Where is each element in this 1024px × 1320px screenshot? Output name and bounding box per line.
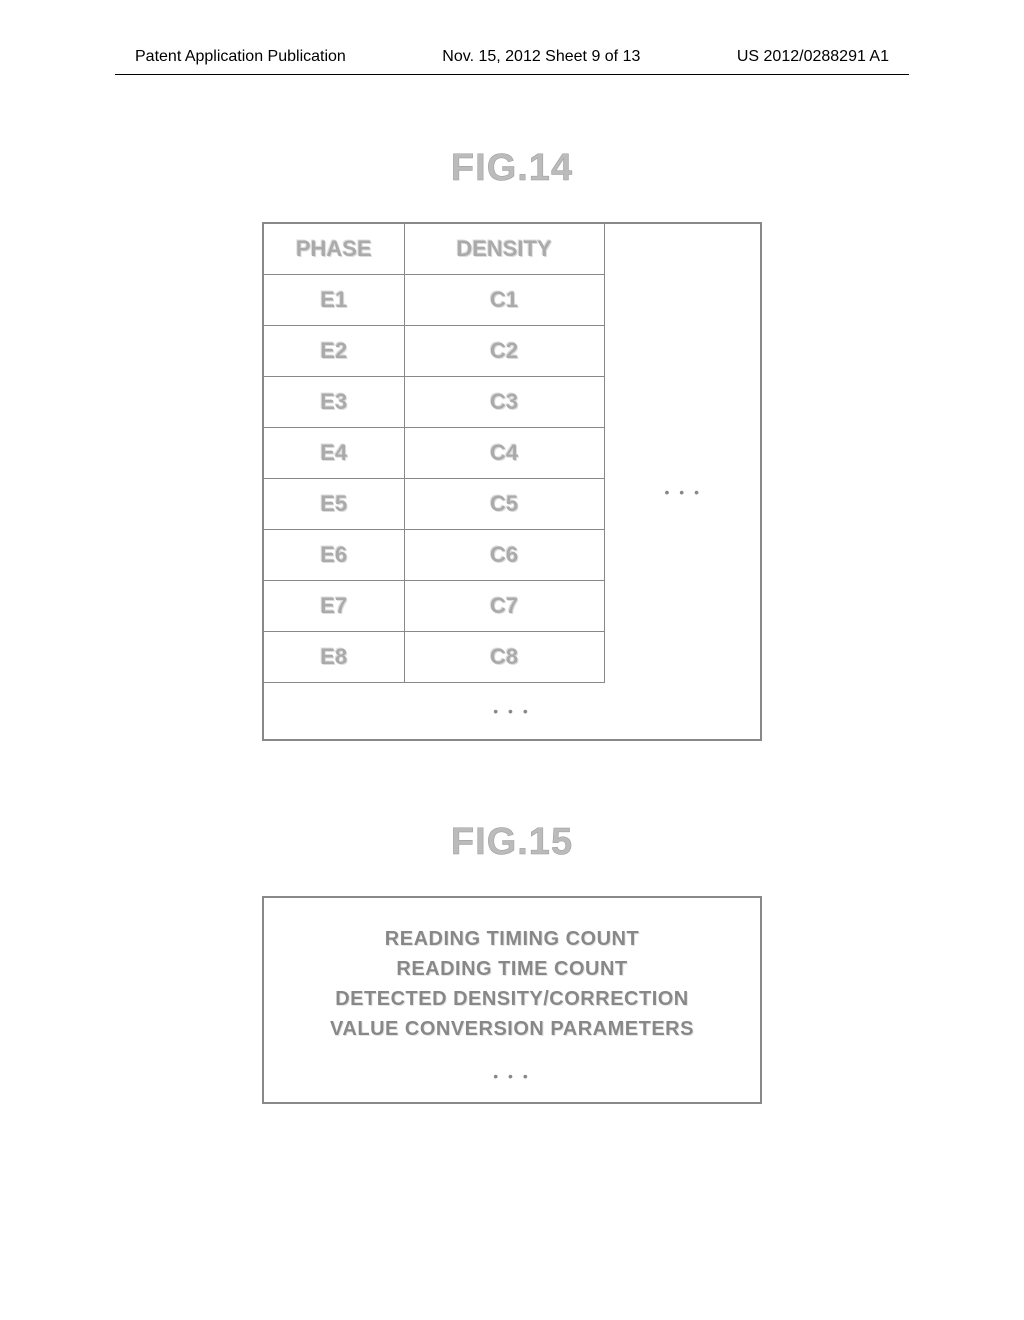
cell-density: C7 [404,581,604,632]
table-row: E2 C2 [264,326,604,377]
cell-density: C5 [404,479,604,530]
fig14-ellipsis-right: • • • [665,484,702,500]
table-row: E1 C1 [264,275,604,326]
cell-phase: E7 [264,581,404,632]
table-row: E6 C6 [264,530,604,581]
fig15-line-2: READING TIME COUNT [282,954,742,984]
header-center: Nov. 15, 2012 Sheet 9 of 13 [442,48,640,66]
fig14-title: FIG.14 [0,147,1024,190]
cell-phase: E1 [264,275,404,326]
col-density: DENSITY [404,224,604,275]
cell-phase: E4 [264,428,404,479]
col-phase: PHASE [264,224,404,275]
cell-density: C2 [404,326,604,377]
fig15-ellipsis: • • • [282,1068,742,1084]
fig15-box: READING TIMING COUNT READING TIME COUNT … [262,896,762,1104]
page-header: Patent Application Publication Nov. 15, … [0,0,1024,74]
cell-phase: E2 [264,326,404,377]
fig14-ellipsis-bottom: • • • [264,683,760,739]
header-left: Patent Application Publication [135,48,346,66]
cell-density: C8 [404,632,604,683]
table-row: E4 C4 [264,428,604,479]
fig14-container: PHASE DENSITY E1 C1 E2 C2 E3 C3 E4 C4 E5… [262,222,762,741]
cell-density: C4 [404,428,604,479]
fig15-line-3: DETECTED DENSITY/CORRECTION [282,984,742,1014]
table-row: E3 C3 [264,377,604,428]
header-divider [115,74,909,75]
table-row: E5 C5 [264,479,604,530]
cell-density: C3 [404,377,604,428]
cell-phase: E3 [264,377,404,428]
fig15-title: FIG.15 [0,821,1024,864]
table-row: E8 C8 [264,632,604,683]
cell-phase: E8 [264,632,404,683]
cell-phase: E5 [264,479,404,530]
fig15-line-4: VALUE CONVERSION PARAMETERS [282,1014,742,1044]
header-right: US 2012/0288291 A1 [737,48,889,66]
cell-phase: E6 [264,530,404,581]
cell-density: C1 [404,275,604,326]
table-header-row: PHASE DENSITY [264,224,604,275]
cell-density: C6 [404,530,604,581]
fig14-table: PHASE DENSITY E1 C1 E2 C2 E3 C3 E4 C4 E5… [264,224,605,683]
table-row: E7 C7 [264,581,604,632]
fig15-line-1: READING TIMING COUNT [282,924,742,954]
